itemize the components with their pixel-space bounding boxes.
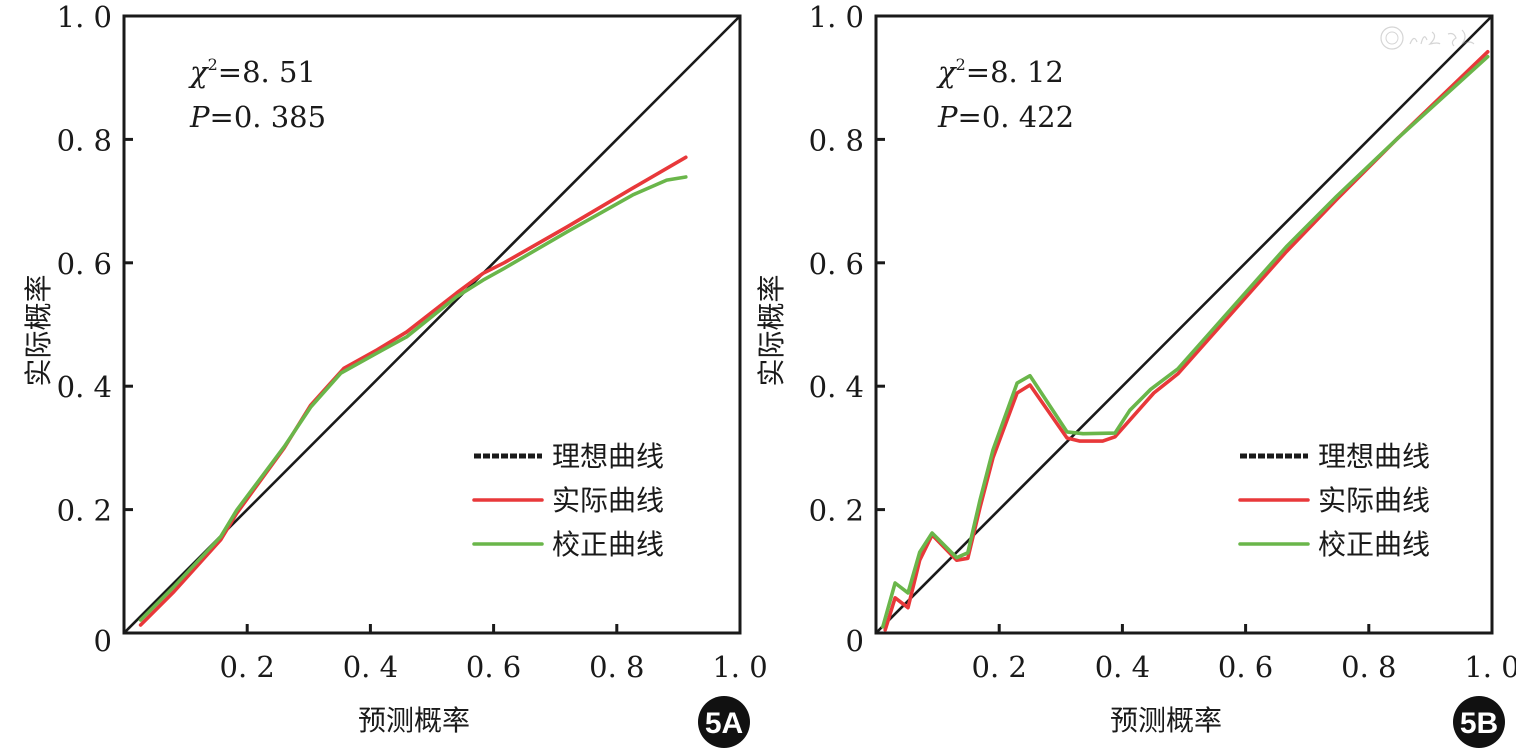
chi-square-stat: χ2=8. 12: [936, 55, 1064, 89]
series-line-calibrated: [138, 175, 688, 622]
legend-label: 理想曲线: [552, 440, 664, 473]
x-tick-label: 0. 8: [589, 650, 644, 684]
p-symbol: P: [189, 100, 210, 134]
chi-symbol: χ: [936, 55, 957, 89]
y-tick-label: 1. 0: [57, 0, 112, 34]
legend-item-actual: 实际曲线: [1238, 484, 1430, 517]
legend-label: 理想曲线: [1318, 440, 1430, 473]
badge-circle: [1453, 696, 1505, 748]
y-tick-label: 0. 4: [57, 370, 112, 404]
x-tick-label: 0. 4: [343, 650, 398, 684]
series-line-calibrated: [880, 54, 1490, 629]
y-tick-label: 0. 8: [57, 123, 112, 157]
legend-label: 实际曲线: [1318, 484, 1430, 517]
x-tick-label: 1. 0: [712, 650, 767, 684]
legend-item-actual: 实际曲线: [472, 484, 664, 517]
x-tick-label: 0. 2: [220, 650, 275, 684]
p-value-stat: P=0. 385: [189, 100, 326, 134]
x-tick-label: 0. 2: [972, 650, 1027, 684]
series-line-ideal: [874, 14, 1494, 635]
badge-label: 5A: [705, 707, 743, 740]
plot-frame: [874, 14, 1494, 635]
panel-badge: 5A: [698, 696, 750, 748]
chi-value: =8. 12: [966, 55, 1064, 89]
x-axis-title: 预测概率: [358, 704, 470, 737]
chi-superscript: 2: [956, 55, 966, 74]
legend-item-ideal: 理想曲线: [1240, 440, 1430, 473]
y-tick-label: 0. 4: [809, 370, 864, 404]
chi-symbol: χ: [188, 55, 209, 89]
y-tick-label: 0. 2: [809, 494, 864, 528]
chi-square-stat: χ2=8. 51: [188, 55, 316, 89]
chart-panel-5a: 0. 2 0. 4 0. 6 0. 8 1. 0 0 0. 2 0. 4 0. 6 0. 8 1. …: [22, 0, 768, 748]
y-tick-label: 0. 6: [57, 247, 112, 281]
seal-calligraphy: [1409, 29, 1475, 47]
p-symbol: P: [937, 100, 958, 134]
legend-label: 校正曲线: [1318, 528, 1430, 561]
legend-label: 校正曲线: [552, 528, 664, 561]
panel-badge: 5B: [1453, 696, 1505, 748]
y-tick-label: 1. 0: [809, 0, 864, 34]
x-tick-label: 0. 6: [1218, 650, 1273, 684]
legend-item-ideal: 理想曲线: [474, 440, 664, 473]
plot-frame: [122, 14, 742, 635]
series-line-actual: [883, 49, 1490, 632]
y-tick-label: 0. 8: [809, 123, 864, 157]
x-axis-title: 预测概率: [1110, 704, 1222, 737]
badge-circle: [698, 696, 750, 748]
p-value-stat: P=0. 422: [937, 100, 1074, 134]
y-tick-label: 0. 2: [57, 494, 112, 528]
chi-superscript: 2: [208, 55, 218, 74]
seal-inner: [1385, 31, 1399, 45]
y-axis-title: 实际概率: [22, 274, 55, 386]
x-tick-label: 0. 6: [466, 650, 521, 684]
chi-value: =8. 51: [218, 55, 316, 89]
watermark-seal-icon: [1380, 26, 1475, 50]
y-axis-title: 实际概率: [755, 274, 788, 386]
x-tick-label: 0. 8: [1341, 650, 1396, 684]
legend-item-calibrated: 校正曲线: [1238, 528, 1430, 561]
y-tick-label: 0. 6: [809, 247, 864, 281]
legend-item-calibrated: 校正曲线: [472, 528, 664, 561]
badge-label: 5B: [1460, 707, 1498, 740]
legend-label: 实际曲线: [552, 484, 664, 517]
y-tick-label: 0: [94, 624, 112, 658]
chart-panel-5b: 0. 2 0. 4 0. 6 0. 8 1. 0 0 0. 2 0. 4 0. 6 0. 8 1. …: [755, 0, 1516, 748]
x-tick-label: 1. 0: [1464, 650, 1516, 684]
seal-ring: [1380, 26, 1404, 50]
p-value: =0. 422: [958, 100, 1075, 134]
p-value: =0. 385: [210, 100, 327, 134]
y-tick-label: 0: [846, 624, 864, 658]
x-tick-label: 0. 4: [1095, 650, 1150, 684]
